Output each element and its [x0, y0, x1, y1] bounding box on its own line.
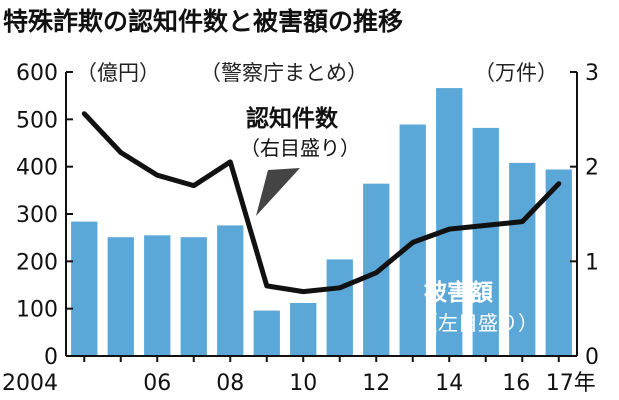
annotation-pointer	[256, 168, 300, 216]
left-axis-unit: （億円）	[76, 61, 160, 85]
bar-series	[71, 88, 572, 357]
x-tick-label: 17年	[546, 371, 596, 396]
axes	[65, 71, 578, 362]
line-series	[81, 111, 562, 295]
bar-06	[144, 235, 171, 356]
chart-title: 特殊詐欺の認知件数と被害額の推移	[3, 7, 403, 36]
bar-11	[326, 259, 353, 356]
line-annotation-sub: （右目盛り）	[240, 136, 360, 160]
x-tick-label: 12	[362, 371, 390, 396]
x-tick-label: 08	[216, 371, 244, 396]
bar-05	[107, 237, 134, 356]
x-tick-label: 16	[502, 371, 530, 396]
left-tick-label: 400	[16, 156, 58, 181]
x-tick-label: 2004	[2, 371, 58, 396]
bar-14	[436, 88, 463, 356]
bar-16	[509, 162, 536, 356]
x-tick-label: 06	[143, 371, 171, 396]
left-tick-label: 300	[16, 203, 58, 228]
right-axis-unit: （万件）	[474, 61, 558, 85]
x-tick-label: 14	[435, 371, 463, 396]
bar-annotation-title: 被害額	[424, 279, 493, 306]
source-note: （警察庁まとめ）	[200, 61, 368, 85]
left-tick-label: 500	[16, 108, 58, 133]
bar-09	[253, 310, 280, 356]
right-tick-label: 1	[585, 250, 599, 275]
left-tick-label: 200	[16, 250, 58, 275]
left-tick-label: 600	[16, 61, 58, 86]
right-tick-label: 2	[585, 156, 599, 181]
bar-15	[472, 127, 499, 357]
left-tick-label: 100	[16, 298, 58, 323]
line-annotation-title: 認知件数	[246, 105, 339, 132]
bar-annotation-sub: （左目盛り）	[418, 311, 538, 335]
bar-17	[545, 169, 572, 356]
bar-2004	[71, 221, 98, 356]
right-tick-label: 0	[585, 345, 599, 370]
bar-10	[290, 303, 317, 356]
x-tick-label: 10	[289, 371, 317, 396]
bar-07	[180, 237, 207, 356]
left-tick-label: 0	[44, 345, 58, 370]
bar-08	[217, 225, 244, 356]
right-tick-label: 3	[585, 61, 599, 86]
